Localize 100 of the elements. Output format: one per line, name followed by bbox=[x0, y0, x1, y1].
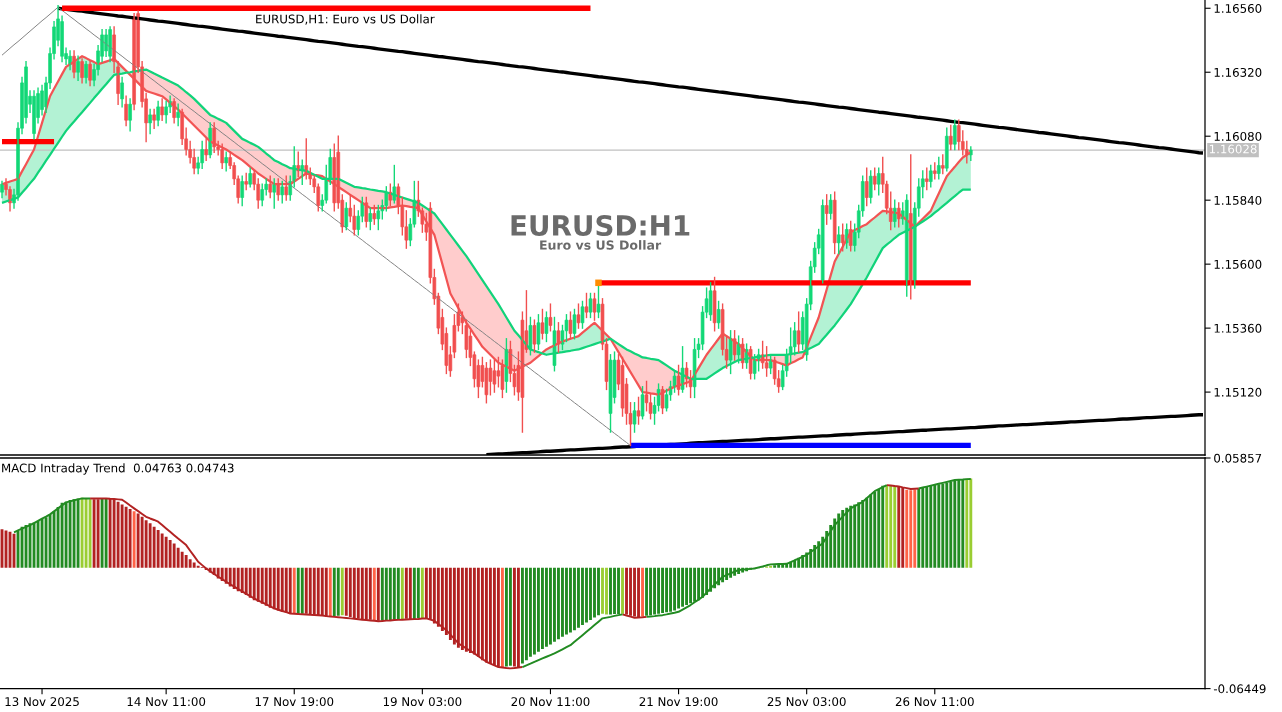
bar bbox=[561, 567, 564, 637]
bar bbox=[889, 485, 893, 568]
bar bbox=[152, 526, 156, 568]
bar bbox=[885, 485, 889, 568]
bar bbox=[557, 567, 560, 640]
bar bbox=[260, 567, 264, 604]
bar bbox=[512, 567, 516, 667]
bar bbox=[965, 478, 969, 568]
bar bbox=[573, 567, 576, 631]
bar bbox=[352, 567, 356, 619]
bar bbox=[236, 567, 240, 592]
candlestick bbox=[580, 300, 585, 329]
bar bbox=[633, 567, 636, 617]
candlestick bbox=[548, 303, 553, 332]
candlestick bbox=[928, 164, 933, 188]
bar bbox=[665, 567, 668, 613]
bar bbox=[280, 567, 284, 612]
bar bbox=[649, 567, 652, 616]
y-tick-label: -0.06449 bbox=[1213, 684, 1266, 694]
bar bbox=[344, 567, 348, 616]
bar bbox=[697, 567, 701, 601]
bar bbox=[492, 567, 496, 666]
bar bbox=[372, 567, 376, 621]
candlestick bbox=[924, 167, 929, 191]
candlestick bbox=[492, 359, 497, 393]
bar bbox=[392, 567, 396, 620]
candlestick bbox=[544, 311, 549, 343]
bar bbox=[673, 567, 676, 611]
bar bbox=[164, 536, 168, 568]
candlestick bbox=[608, 354, 613, 433]
bar bbox=[705, 567, 709, 596]
bar bbox=[320, 567, 324, 617]
candlestick bbox=[940, 154, 945, 175]
bar bbox=[300, 567, 304, 614]
bar bbox=[701, 567, 705, 598]
bar bbox=[100, 498, 104, 568]
bar bbox=[316, 567, 320, 616]
bar bbox=[268, 567, 272, 608]
bar bbox=[837, 513, 841, 568]
bar bbox=[448, 567, 452, 641]
bar bbox=[96, 499, 100, 568]
bar bbox=[929, 486, 933, 568]
bar bbox=[132, 511, 136, 568]
bar bbox=[905, 489, 909, 568]
bar bbox=[941, 483, 945, 568]
bar bbox=[196, 565, 200, 568]
bar bbox=[168, 540, 172, 568]
bar bbox=[921, 487, 925, 568]
bar bbox=[925, 486, 929, 568]
bar bbox=[873, 491, 877, 568]
bar bbox=[869, 494, 873, 568]
bar bbox=[340, 567, 344, 616]
x-tick-label: 21 Nov 19:00 bbox=[639, 697, 718, 707]
bar bbox=[693, 567, 697, 602]
bar bbox=[120, 504, 124, 568]
bar bbox=[416, 567, 420, 619]
bar bbox=[857, 502, 861, 568]
bar bbox=[817, 541, 821, 568]
x-tick-label: 17 Nov 19:00 bbox=[255, 697, 334, 707]
bar bbox=[444, 567, 448, 636]
candlestick bbox=[584, 292, 589, 319]
bar bbox=[184, 555, 188, 568]
bar bbox=[565, 567, 568, 635]
bar bbox=[80, 497, 84, 568]
bar bbox=[304, 567, 308, 614]
bar bbox=[849, 505, 853, 568]
bar bbox=[488, 567, 492, 664]
bar bbox=[529, 567, 532, 657]
y-tick-label: 1.16560 bbox=[1214, 3, 1262, 13]
bar bbox=[128, 509, 132, 568]
bar bbox=[380, 567, 384, 621]
bar bbox=[332, 567, 336, 617]
y-tick-label: 1.15600 bbox=[1214, 259, 1262, 269]
bar bbox=[597, 567, 600, 616]
bar bbox=[356, 567, 360, 619]
bar bbox=[264, 567, 268, 606]
bar bbox=[893, 485, 897, 568]
x-tick-label: 26 Nov 11:00 bbox=[895, 697, 974, 707]
y-tick-label: 1.16320 bbox=[1214, 67, 1262, 77]
bar bbox=[476, 567, 480, 657]
bar bbox=[432, 567, 436, 624]
bar bbox=[625, 567, 628, 615]
bar bbox=[136, 513, 140, 568]
bar bbox=[601, 567, 604, 614]
bar bbox=[845, 507, 849, 568]
bar bbox=[92, 499, 96, 568]
bar bbox=[172, 543, 176, 568]
bar bbox=[148, 523, 152, 568]
bar bbox=[180, 551, 184, 568]
bar bbox=[969, 478, 973, 568]
bar bbox=[609, 567, 612, 615]
bar bbox=[312, 567, 316, 615]
bar bbox=[404, 567, 408, 619]
bar bbox=[637, 567, 640, 618]
candlestick bbox=[588, 292, 593, 319]
bar bbox=[408, 567, 412, 620]
bar bbox=[400, 567, 404, 620]
bar bbox=[76, 498, 80, 568]
bar bbox=[256, 567, 260, 602]
candlestick bbox=[260, 183, 265, 207]
